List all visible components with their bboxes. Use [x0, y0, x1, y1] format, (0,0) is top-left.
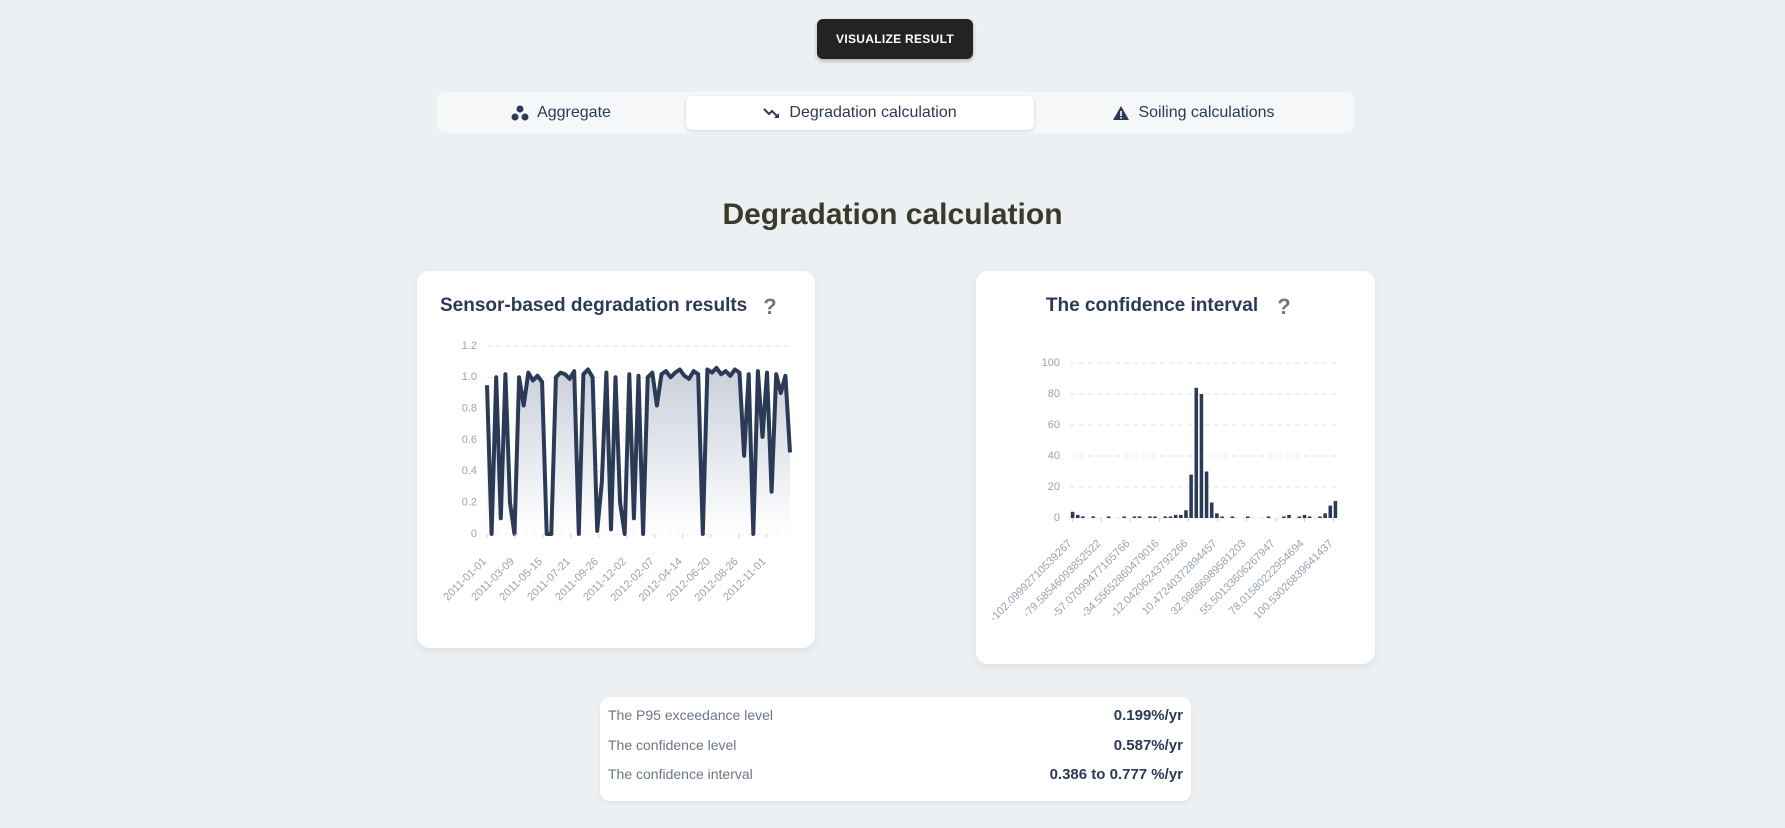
stats-row: The P95 exceedance level 0.199%/yr	[608, 702, 1183, 728]
tab-label: Aggregate	[537, 104, 611, 121]
chart-card	[417, 271, 815, 648]
stats-table: The P95 exceedance level 0.199%/yr The co…	[600, 697, 1191, 801]
stats-row: The confidence interval 0.386 to 0.777 %/…	[608, 761, 1183, 787]
page-heading: Degradation calculation	[722, 198, 1063, 231]
stat-value: 0.199%/yr	[1113, 706, 1183, 724]
tab-label: Soiling calculations	[1138, 104, 1275, 121]
tab[interactable]: Degradation calculation	[686, 96, 1034, 130]
stat-value: 0.386 to 0.777 %/yr	[1049, 765, 1183, 783]
visualize-button[interactable]: VISUALIZE RESULT	[817, 19, 973, 59]
stat-value: 0.587%/yr	[1113, 736, 1183, 754]
tab-bar: Aggregate Degradation calculation Soilin…	[437, 92, 1354, 133]
tab-icon	[1113, 106, 1130, 120]
tab[interactable]: Soiling calculations	[1037, 96, 1350, 130]
tab[interactable]: Aggregate	[441, 96, 681, 130]
stat-label: The P95 exceedance level	[608, 707, 773, 723]
chart-card	[976, 271, 1375, 664]
stat-label: The confidence interval	[608, 766, 753, 782]
tab-icon	[511, 105, 529, 121]
tab-label: Degradation calculation	[789, 104, 957, 121]
stat-label: The confidence level	[608, 737, 737, 753]
tab-icon	[763, 108, 780, 118]
stats-row: The confidence level 0.587%/yr	[608, 732, 1183, 758]
